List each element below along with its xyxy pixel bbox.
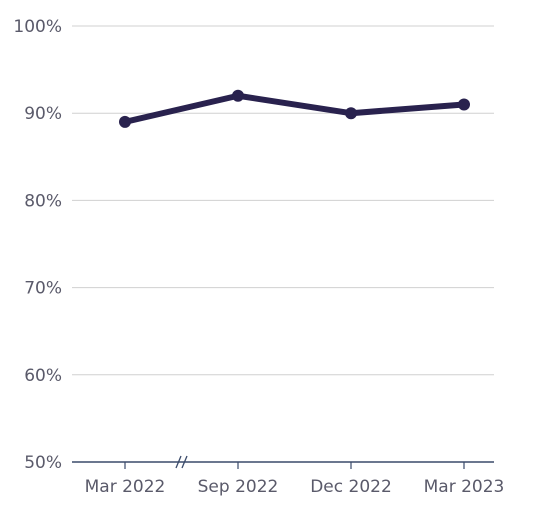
y-tick-label: 70% — [24, 279, 62, 299]
x-axis-ticks: Mar 2022 Sep 2022 Dec 2022 Mar 2023 — [85, 462, 505, 497]
x-tick-label: Sep 2022 — [198, 477, 279, 497]
y-tick-label: 80% — [24, 191, 62, 211]
x-tick-label: Mar 2022 — [85, 477, 166, 497]
axis-break-slash — [181, 455, 188, 469]
data-point — [458, 98, 470, 111]
data-points — [119, 89, 470, 128]
y-tick-label: 50% — [24, 453, 62, 473]
data-point — [119, 115, 131, 128]
y-axis-ticks: 50% 60% 70% 80% 90% 100% — [13, 17, 62, 473]
data-point — [232, 89, 244, 102]
x-tick-label: Dec 2022 — [310, 477, 392, 497]
y-tick-label: 100% — [13, 17, 62, 37]
axis-break-marker — [175, 455, 188, 469]
series-line — [122, 92, 467, 125]
axis-break-slash — [175, 455, 182, 469]
data-point — [345, 107, 357, 120]
y-tick-label: 90% — [24, 104, 62, 124]
y-tick-label: 60% — [24, 366, 62, 386]
x-tick-label: Mar 2023 — [424, 477, 505, 497]
gridlines — [72, 25, 494, 376]
